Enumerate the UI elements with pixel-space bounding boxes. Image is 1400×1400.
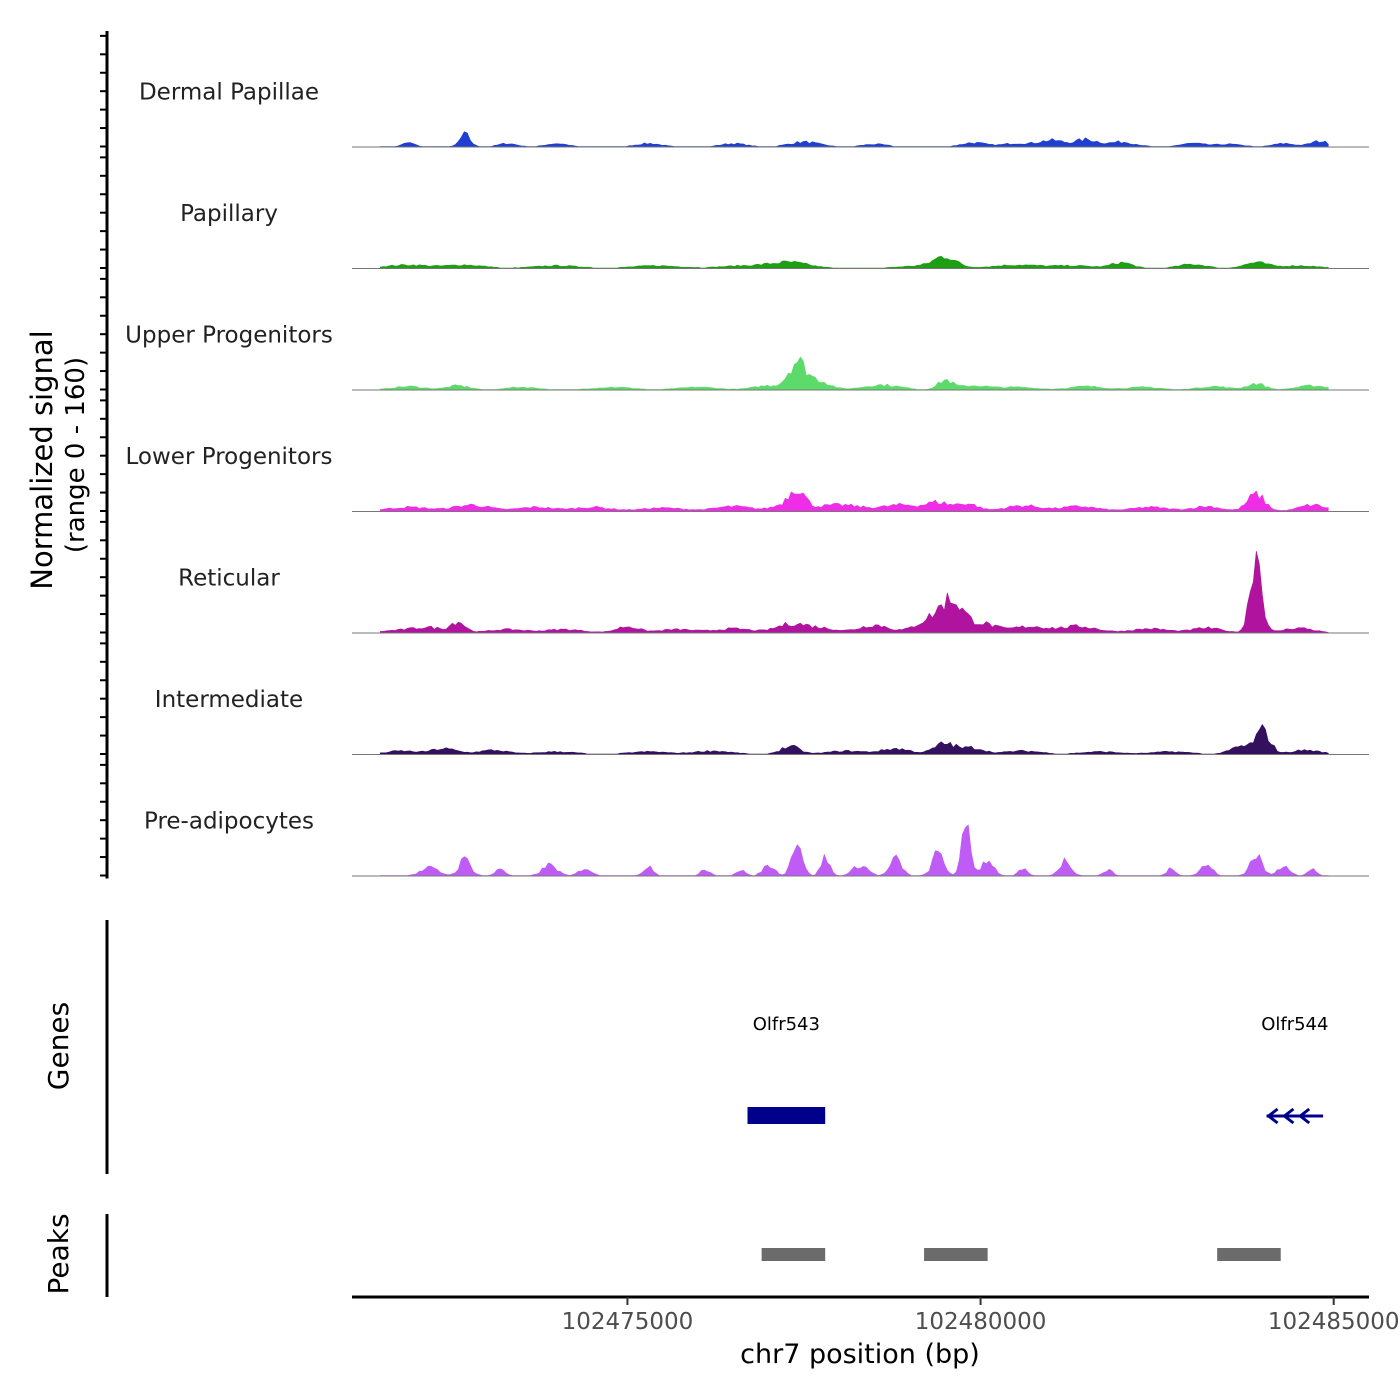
y-axis-label-line2: (range 0 - 160) <box>61 357 91 553</box>
gene-strand-arrow <box>1266 1107 1279 1125</box>
coverage-tracks: Dermal Papillae Papillary Upper Progenitor… <box>125 80 1369 877</box>
track-label: Dermal Papillae <box>139 80 319 106</box>
gene-strand-arrow <box>1297 1107 1311 1125</box>
gene-olfr544: Olfr544 <box>1261 1014 1328 1125</box>
track-label: Upper Progenitors <box>125 323 333 349</box>
signal-area <box>380 490 1329 512</box>
x-axis-tick-label: 102485000 <box>1268 1309 1400 1335</box>
signal-area <box>380 724 1329 755</box>
peaks-track: Peaks <box>42 1213 1281 1297</box>
peak-region <box>924 1248 988 1261</box>
track-papillary: Papillary <box>180 201 1369 269</box>
track-label: Reticular <box>178 566 280 592</box>
x-axis-tick-label: 102480000 <box>915 1309 1047 1335</box>
peak-region <box>1217 1248 1281 1261</box>
signal-y-axis <box>100 31 109 879</box>
track-label: Papillary <box>180 201 278 227</box>
track-label: Pre-adipocytes <box>144 809 314 835</box>
x-axis: 102475000 102480000 102485000 <box>352 1295 1400 1335</box>
track-intermediate: Intermediate <box>155 687 1369 755</box>
track-label: Lower Progenitors <box>126 444 333 470</box>
peak-region <box>761 1248 826 1261</box>
signal-area <box>380 550 1329 633</box>
track-reticular: Reticular <box>178 550 1369 634</box>
signal-area <box>380 356 1329 390</box>
signal-area <box>380 824 1329 876</box>
gene-label: Olfr544 <box>1261 1014 1328 1035</box>
gene-label: Olfr543 <box>753 1014 820 1035</box>
x-axis-tick-label: 102475000 <box>562 1309 694 1335</box>
track-label: Intermediate <box>155 687 303 713</box>
track-upper-progenitors: Upper Progenitors <box>125 323 1369 391</box>
signal-area <box>380 255 1329 269</box>
signal-area <box>380 131 1329 147</box>
track-pre-adipocytes: Pre-adipocytes <box>144 809 1369 877</box>
y-axis-label-line1: Normalized signal <box>25 330 59 589</box>
gene-strand-arrow <box>1281 1107 1295 1125</box>
x-axis-label: chr7 position (bp) <box>740 1339 980 1370</box>
track-lower-progenitors: Lower Progenitors <box>126 444 1369 512</box>
genes-track-label: Genes <box>42 1002 75 1090</box>
gene-body <box>747 1107 826 1124</box>
peaks-track-label: Peaks <box>42 1213 75 1294</box>
track-dermal-papillae: Dermal Papillae <box>139 80 1369 148</box>
genes-track: Genes Olfr543 Olfr544 <box>42 920 1328 1174</box>
gene-olfr543: Olfr543 <box>747 1014 826 1124</box>
